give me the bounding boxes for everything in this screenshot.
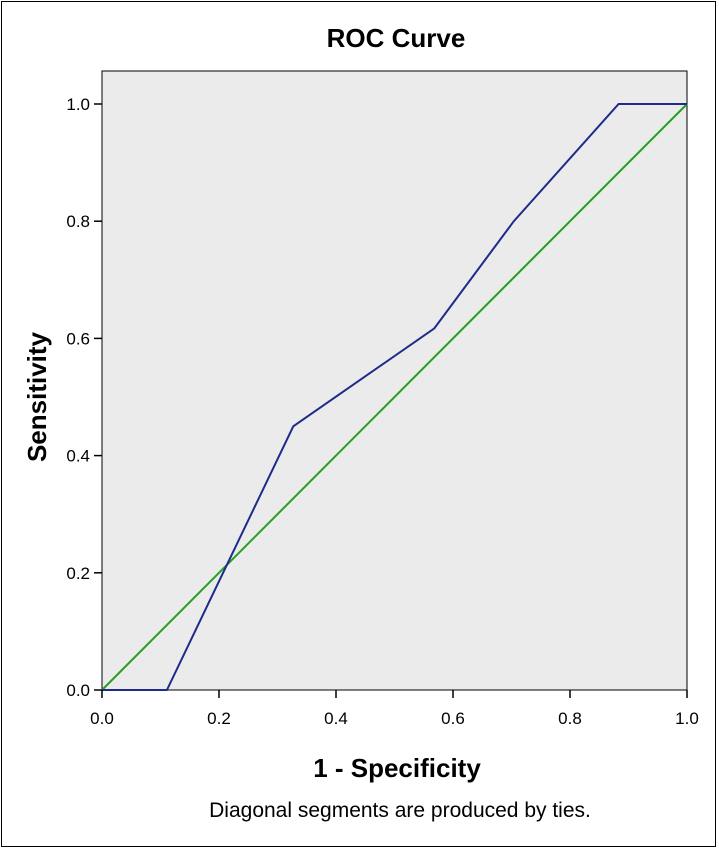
x-tick-label: 0.0 — [90, 709, 114, 728]
footnote: Diagonal segments are produced by ties. — [209, 799, 591, 822]
y-tick-label: 0.4 — [66, 447, 90, 466]
y-tick-label: 0.6 — [66, 329, 90, 348]
chart-title: ROC Curve — [327, 23, 466, 53]
x-tick-label: 0.8 — [558, 709, 582, 728]
ticks-layer: 0.0 0.2 0.4 0.6 0.8 1.0 0.0 0.2 0.4 0.6 0.8 1.0 — [66, 95, 698, 728]
y-tick-label: 0.8 — [66, 212, 90, 231]
x-tick-label: 1.0 — [675, 709, 699, 728]
y-tick-label: 0.2 — [66, 564, 90, 583]
x-tick-label: 0.6 — [441, 709, 465, 728]
y-tick-label: 0.0 — [66, 681, 90, 700]
x-tick-label: 0.2 — [207, 709, 231, 728]
x-tick-label: 0.4 — [324, 709, 348, 728]
y-tick-label: 1.0 — [66, 95, 90, 114]
x-axis-label: 1 - Specificity — [313, 753, 481, 783]
reference-diagonal-line — [101, 103, 688, 691]
y-axis-label: Sensitivity — [22, 331, 52, 462]
plot-area — [101, 70, 688, 691]
series-layer — [101, 103, 688, 691]
roc-curve-line — [102, 103, 687, 691]
